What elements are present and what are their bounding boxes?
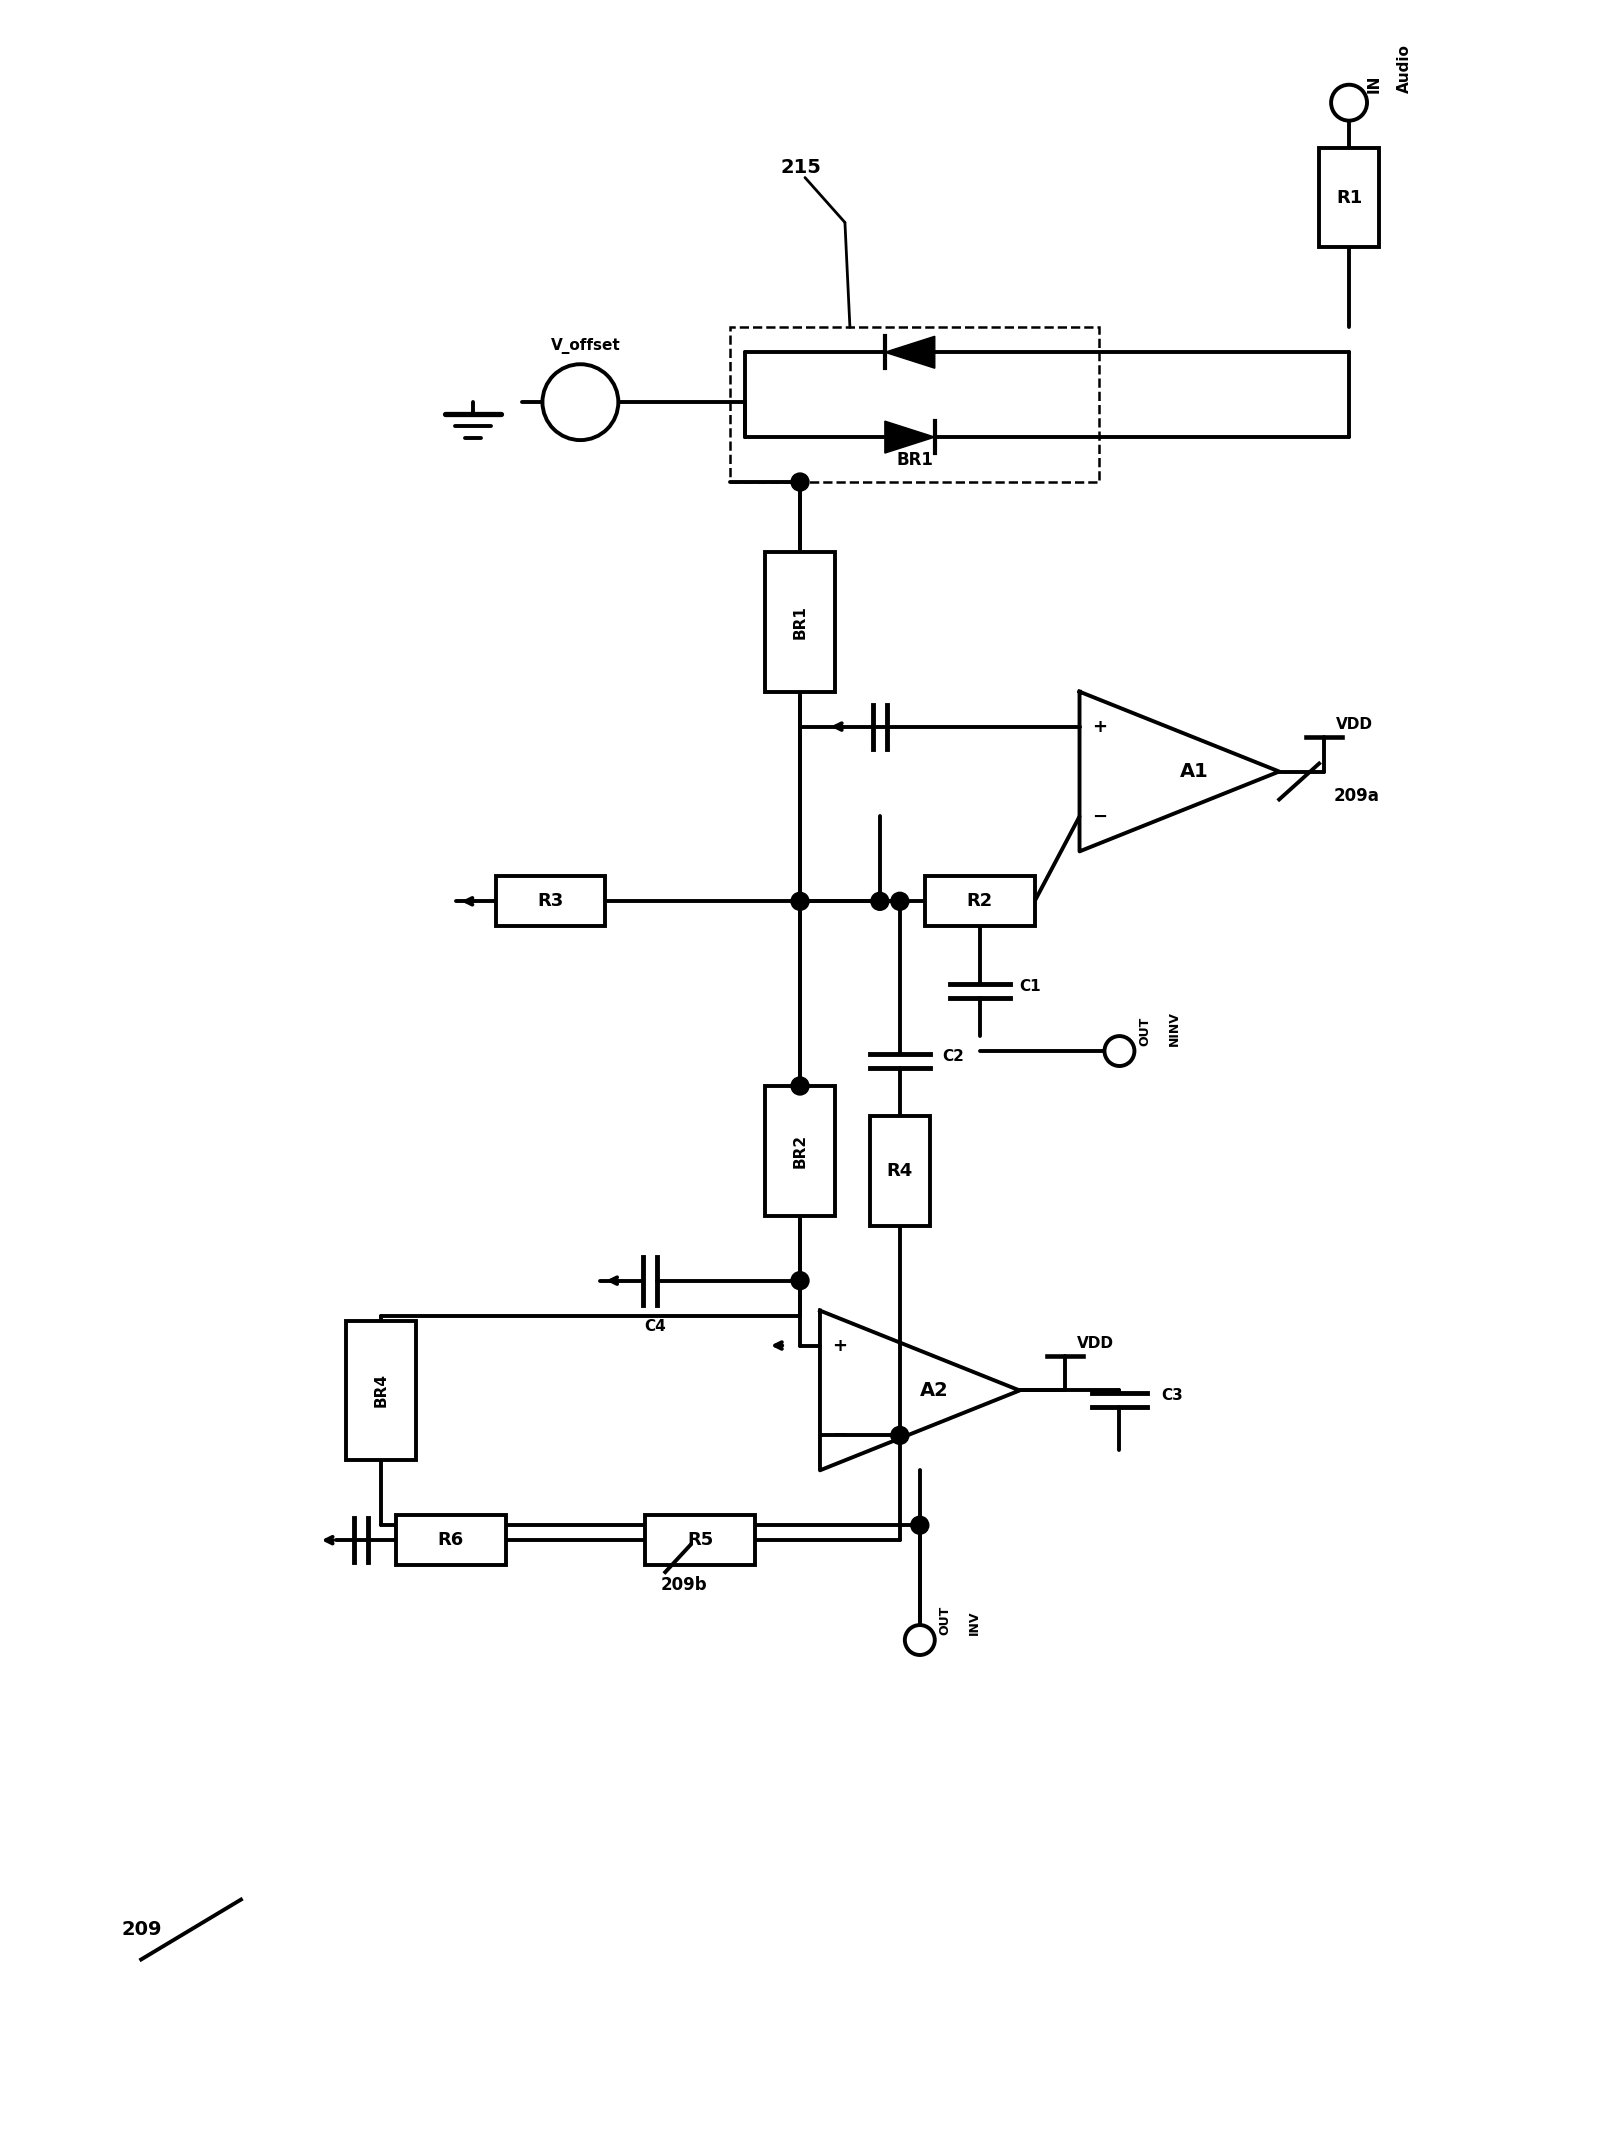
Bar (764, 1086, 835, 1215)
Text: 209b: 209b (660, 1577, 706, 1594)
Polygon shape (885, 422, 935, 454)
Circle shape (1104, 1037, 1134, 1067)
Text: R5: R5 (687, 1532, 713, 1549)
Bar (396, 1514, 505, 1566)
Text: NINV: NINV (1168, 1011, 1181, 1045)
Text: V_offset: V_offset (550, 338, 619, 355)
Text: 215: 215 (780, 157, 821, 176)
Text: BR4: BR4 (373, 1374, 388, 1407)
Circle shape (891, 1426, 909, 1443)
Circle shape (792, 1078, 809, 1095)
Circle shape (792, 1271, 809, 1291)
Text: R4: R4 (887, 1162, 912, 1181)
Text: 209: 209 (121, 1921, 161, 1938)
Text: VDD: VDD (1076, 1336, 1113, 1351)
Bar (764, 553, 835, 693)
Text: A1: A1 (1179, 761, 1208, 781)
Text: BR1: BR1 (793, 604, 808, 639)
Text: +: + (1093, 718, 1107, 736)
Text: BR1: BR1 (896, 452, 933, 469)
Text: BR2: BR2 (793, 1134, 808, 1168)
Text: C4: C4 (644, 1319, 666, 1334)
Circle shape (792, 473, 809, 490)
Text: C1: C1 (1020, 979, 1041, 994)
Text: C3: C3 (1162, 1387, 1183, 1402)
Bar (496, 875, 605, 927)
Text: Audio: Audio (1397, 43, 1411, 92)
Circle shape (1331, 84, 1368, 120)
Text: R2: R2 (967, 893, 993, 910)
Text: VDD: VDD (1335, 716, 1372, 731)
Text: OUT: OUT (938, 1607, 951, 1635)
Bar (346, 1321, 415, 1461)
Bar (925, 875, 1035, 927)
Text: −: − (832, 1426, 848, 1443)
Bar (645, 1514, 755, 1566)
Text: IN: IN (1366, 75, 1382, 92)
Text: OUT: OUT (1138, 1017, 1150, 1045)
Circle shape (891, 893, 909, 910)
Text: R3: R3 (537, 893, 563, 910)
Text: R1: R1 (1335, 189, 1363, 206)
Text: R6: R6 (438, 1532, 463, 1549)
Bar (870, 1116, 930, 1226)
Circle shape (911, 1516, 928, 1534)
Circle shape (904, 1624, 935, 1654)
Text: C2: C2 (941, 1048, 964, 1063)
Bar (730, 327, 1099, 482)
Circle shape (542, 364, 618, 441)
Bar (1319, 148, 1379, 247)
Circle shape (792, 893, 809, 910)
Circle shape (870, 893, 888, 910)
Text: 209a: 209a (1334, 787, 1381, 804)
Text: +: + (832, 1336, 848, 1355)
Text: −: − (1093, 807, 1107, 826)
Polygon shape (885, 336, 935, 368)
Text: A2: A2 (920, 1381, 949, 1400)
Text: INV: INV (969, 1611, 981, 1635)
